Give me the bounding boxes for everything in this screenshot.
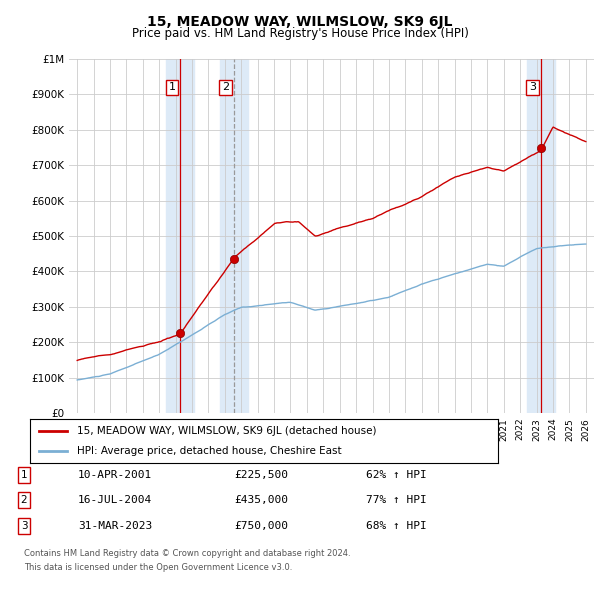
Text: 1: 1 [20,470,28,480]
Text: Contains HM Land Registry data © Crown copyright and database right 2024.: Contains HM Land Registry data © Crown c… [24,549,350,558]
Bar [527,59,554,413]
Text: Price paid vs. HM Land Registry's House Price Index (HPI): Price paid vs. HM Land Registry's House … [131,27,469,40]
Text: 15, MEADOW WAY, WILMSLOW, SK9 6JL: 15, MEADOW WAY, WILMSLOW, SK9 6JL [147,15,453,29]
Text: 16-JUL-2004: 16-JUL-2004 [78,496,152,505]
Text: 77% ↑ HPI: 77% ↑ HPI [366,496,427,505]
Text: 3: 3 [529,83,536,92]
Text: 1: 1 [169,83,175,92]
Text: £225,500: £225,500 [234,470,288,480]
Text: 10-APR-2001: 10-APR-2001 [78,470,152,480]
Text: 3: 3 [20,521,28,530]
Text: This data is licensed under the Open Government Licence v3.0.: This data is licensed under the Open Gov… [24,563,292,572]
Text: 2: 2 [222,83,229,92]
Text: £435,000: £435,000 [234,496,288,505]
Text: HPI: Average price, detached house, Cheshire East: HPI: Average price, detached house, Ches… [77,446,341,455]
Text: 31-MAR-2023: 31-MAR-2023 [78,521,152,530]
Text: 15, MEADOW WAY, WILMSLOW, SK9 6JL (detached house): 15, MEADOW WAY, WILMSLOW, SK9 6JL (detac… [77,427,376,436]
Text: 62% ↑ HPI: 62% ↑ HPI [366,470,427,480]
Text: 68% ↑ HPI: 68% ↑ HPI [366,521,427,530]
Text: £750,000: £750,000 [234,521,288,530]
Bar [166,59,194,413]
Bar [220,59,248,413]
Text: 2: 2 [20,496,28,505]
